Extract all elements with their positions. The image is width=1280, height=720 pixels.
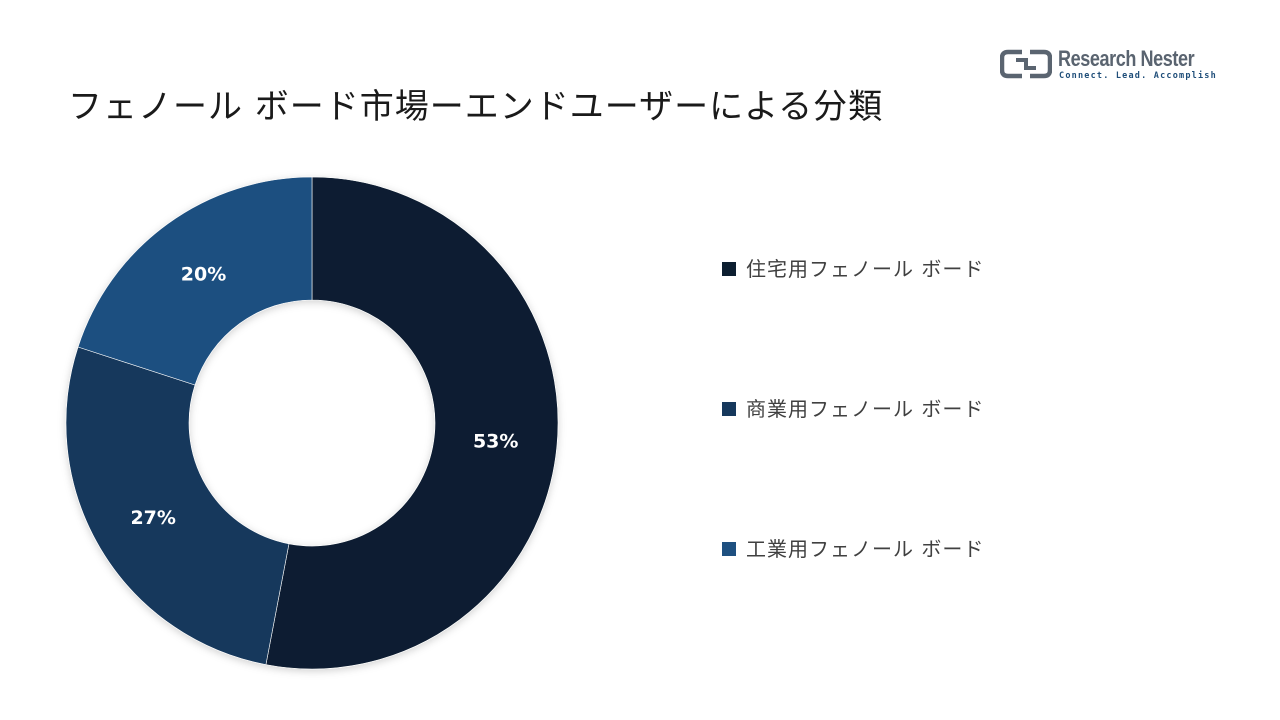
legend-swatch [722, 542, 736, 556]
chart-title: フェノール ボード市場ーエンドユーザーによる分類 [68, 87, 884, 127]
slice-value-label: 27% [130, 507, 175, 529]
legend-swatch [722, 402, 736, 416]
legend-item-residential: 住宅用フェノール ボード [722, 250, 1022, 390]
legend-label: 工業用フェノール ボード [746, 537, 985, 561]
slice-value-label: 53% [473, 430, 518, 452]
legend-item-commercial: 商業用フェノール ボード [722, 390, 1022, 530]
logo-tagline: Connect. Lead. Accomplish [1059, 71, 1217, 81]
legend-item-industrial: 工業用フェノール ボード [722, 530, 1022, 670]
slice-commercial [65, 346, 290, 665]
logo-mark-icon [1000, 49, 1052, 79]
donut-chart: 53% 27% 20% [65, 176, 559, 670]
chart-legend: 住宅用フェノール ボード 商業用フェノール ボード 工業用フェノール ボード [722, 250, 1022, 670]
slice-residential [265, 176, 559, 670]
legend-label: 住宅用フェノール ボード [746, 257, 985, 281]
slice-value-label: 20% [181, 264, 226, 286]
legend-label: 商業用フェノール ボード [746, 397, 985, 421]
slice-industrial [77, 176, 313, 386]
legend-swatch [722, 262, 736, 276]
research-nester-logo: Research Nester Connect. Lead. Accomplis… [1000, 46, 1230, 86]
logo-name: Research Nester [1058, 46, 1195, 71]
